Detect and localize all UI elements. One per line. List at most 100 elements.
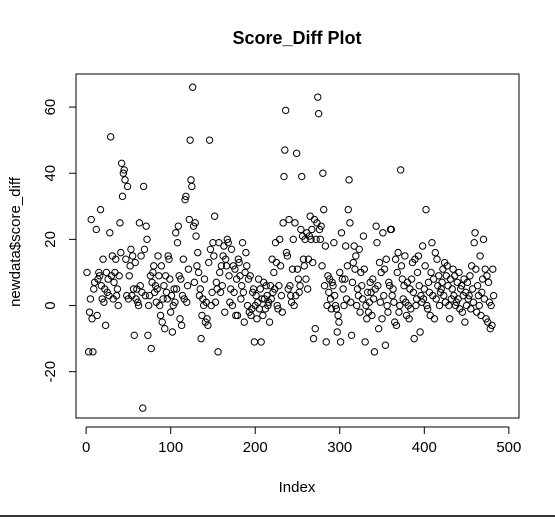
data-point (380, 291, 388, 300)
data-point (192, 232, 200, 240)
data-point (157, 262, 166, 270)
data-point (340, 301, 348, 310)
data-point (86, 295, 95, 303)
data-point (188, 182, 196, 191)
data-point (193, 262, 201, 270)
data-point (129, 285, 138, 293)
data-point (225, 272, 233, 280)
data-point (183, 298, 191, 306)
data-point (464, 295, 472, 303)
data-point (438, 278, 446, 287)
data-point (392, 321, 401, 330)
data-point (334, 311, 342, 320)
data-point (478, 288, 486, 297)
data-point (398, 275, 407, 283)
data-point (172, 285, 181, 293)
data-point (122, 255, 130, 263)
data-point (302, 275, 310, 283)
data-point (355, 245, 363, 254)
data-point (421, 262, 429, 270)
data-point (202, 298, 210, 306)
data-point (320, 281, 329, 290)
plot-frame (75, 73, 520, 419)
data-point (306, 212, 314, 220)
data-point (337, 229, 346, 237)
y-tick-label: -20 (42, 361, 59, 383)
data-point (166, 275, 174, 283)
data-point (314, 93, 322, 101)
data-point (390, 298, 398, 306)
data-point (170, 285, 178, 293)
data-point (381, 341, 390, 349)
data-point (483, 272, 491, 280)
data-point (289, 235, 297, 244)
data-point (423, 305, 432, 313)
data-point (113, 285, 122, 293)
data-point (135, 219, 144, 227)
data-point (101, 321, 110, 330)
data-point (316, 235, 325, 244)
data-point (309, 258, 317, 267)
data-point (345, 176, 353, 184)
data-point (382, 255, 390, 263)
data-point (110, 278, 118, 287)
data-point (389, 285, 397, 293)
data-point (470, 238, 478, 247)
data-point (230, 288, 238, 297)
data-point (374, 281, 382, 290)
data-point (285, 215, 293, 224)
data-point (488, 321, 496, 330)
data-point (454, 295, 462, 303)
data-point (276, 235, 284, 244)
bottom-divider (0, 515, 555, 517)
data-point (231, 265, 239, 273)
data-point (102, 268, 111, 277)
data-point (456, 285, 465, 293)
data-point (279, 219, 287, 227)
data-point (376, 298, 385, 306)
data-point (413, 268, 422, 277)
data-point (325, 288, 333, 297)
data-point (433, 255, 441, 263)
data-point (145, 301, 153, 310)
data-point (407, 275, 416, 283)
data-point (353, 285, 362, 293)
data-point (264, 301, 272, 310)
data-point (352, 252, 360, 260)
data-point (473, 308, 481, 316)
data-point (320, 205, 328, 214)
data-point (95, 268, 103, 277)
data-point (256, 285, 264, 293)
data-point (96, 205, 105, 214)
data-point (176, 315, 184, 323)
data-point (205, 136, 214, 144)
data-point (418, 242, 427, 250)
x-tick-label: 500 (496, 439, 521, 456)
data-point (440, 291, 448, 300)
data-points (83, 83, 498, 412)
data-point (369, 275, 377, 283)
data-point (267, 295, 275, 303)
data-point (218, 281, 226, 290)
data-point (239, 288, 248, 297)
data-point (317, 222, 325, 230)
data-point (194, 248, 202, 257)
data-point (318, 262, 326, 270)
data-point (174, 222, 183, 230)
data-point (184, 265, 193, 273)
data-point (243, 262, 251, 270)
data-point (478, 275, 487, 283)
data-point (125, 272, 133, 280)
data-point (401, 252, 409, 260)
data-point (89, 348, 97, 356)
data-point (262, 281, 270, 290)
data-point (363, 315, 371, 323)
data-point (187, 176, 195, 184)
data-point (336, 268, 344, 277)
data-point (410, 334, 418, 343)
data-point (472, 265, 480, 273)
data-point (167, 291, 176, 300)
data-point (204, 321, 212, 330)
data-point (171, 298, 179, 306)
data-point (405, 315, 413, 323)
